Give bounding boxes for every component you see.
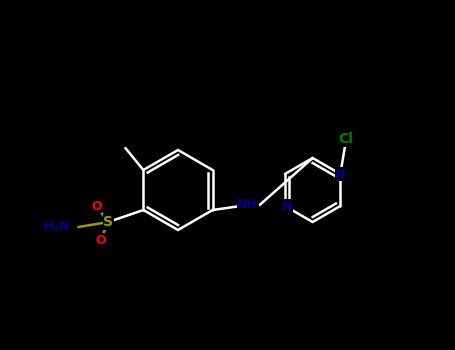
- Text: S: S: [103, 215, 113, 229]
- Text: NH: NH: [237, 198, 258, 211]
- Text: N: N: [335, 168, 345, 181]
- Text: N: N: [282, 199, 292, 212]
- Text: Cl: Cl: [338, 132, 353, 146]
- Text: H₂N: H₂N: [44, 220, 71, 233]
- Text: O: O: [91, 199, 101, 212]
- Text: O: O: [95, 233, 106, 246]
